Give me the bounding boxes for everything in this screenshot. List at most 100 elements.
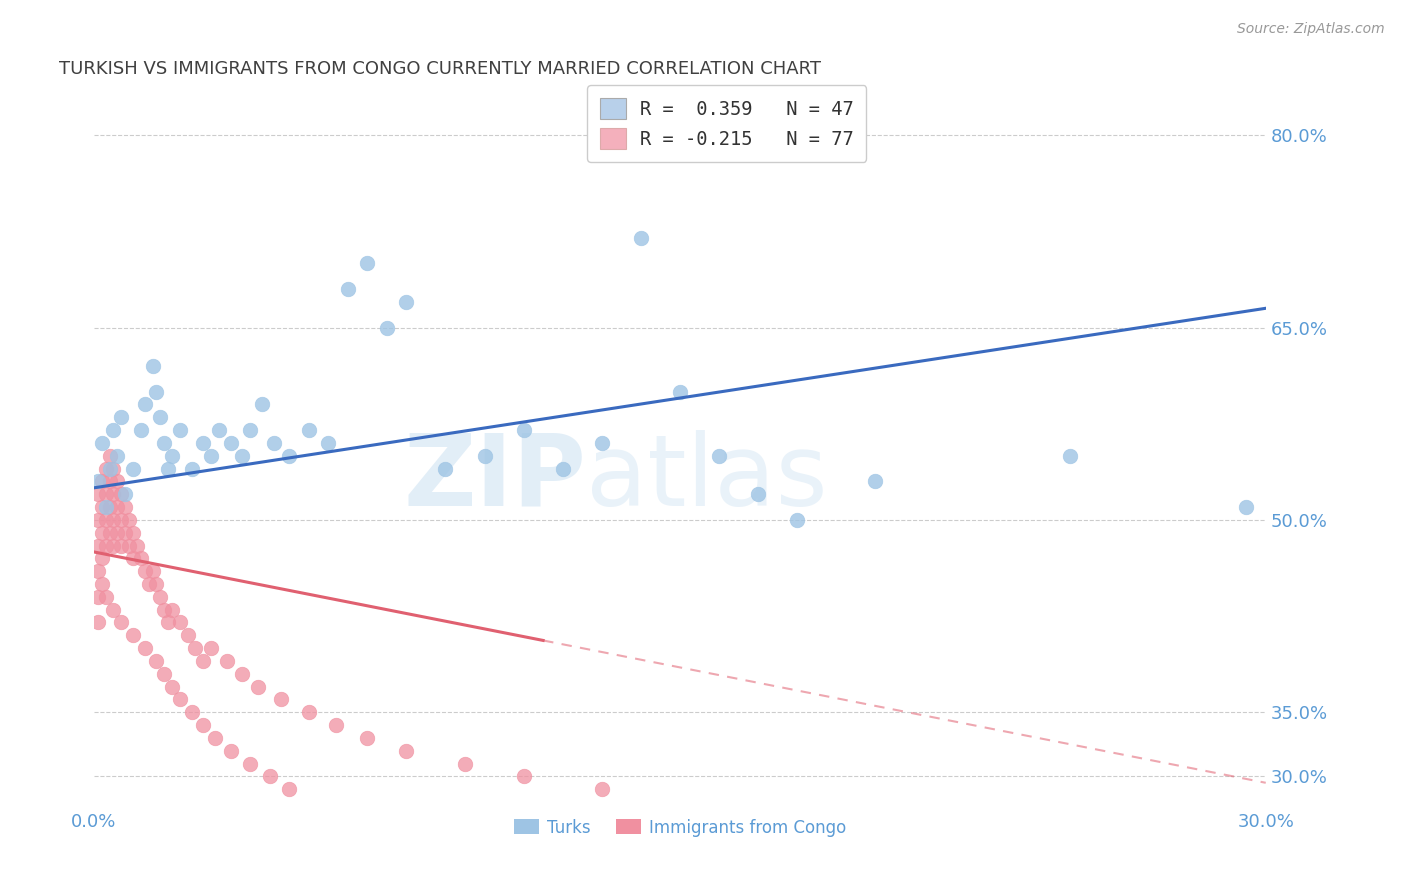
Point: [630, 231, 652, 245]
Point: [204, 731, 226, 745]
Point: [263, 436, 285, 450]
Text: Source: ZipAtlas.com: Source: ZipAtlas.com: [1237, 22, 1385, 37]
Point: [316, 436, 339, 450]
Point: [231, 666, 253, 681]
Point: [90, 577, 112, 591]
Point: [169, 423, 191, 437]
Point: [87, 615, 110, 630]
Point: [90, 475, 112, 489]
Point: [103, 423, 125, 437]
Point: [219, 436, 242, 450]
Point: [176, 628, 198, 642]
Point: [87, 513, 110, 527]
Point: [231, 449, 253, 463]
Point: [90, 525, 112, 540]
Point: [474, 449, 496, 463]
Point: [149, 410, 172, 425]
Text: atlas: atlas: [586, 430, 828, 526]
Point: [278, 782, 301, 797]
Point: [105, 449, 128, 463]
Text: ZIP: ZIP: [404, 430, 586, 526]
Point: [1059, 449, 1081, 463]
Point: [356, 256, 378, 270]
Point: [863, 475, 886, 489]
Point: [180, 705, 202, 719]
Point: [184, 641, 207, 656]
Point: [98, 525, 121, 540]
Point: [591, 782, 613, 797]
Point: [103, 461, 125, 475]
Point: [246, 680, 269, 694]
Point: [145, 577, 167, 591]
Point: [375, 320, 398, 334]
Point: [157, 461, 180, 475]
Point: [141, 564, 163, 578]
Point: [239, 423, 262, 437]
Point: [125, 539, 148, 553]
Point: [551, 461, 574, 475]
Point: [786, 513, 808, 527]
Point: [87, 487, 110, 501]
Point: [90, 436, 112, 450]
Point: [87, 539, 110, 553]
Point: [215, 654, 238, 668]
Point: [105, 525, 128, 540]
Point: [200, 449, 222, 463]
Point: [512, 423, 534, 437]
Point: [239, 756, 262, 771]
Point: [747, 487, 769, 501]
Point: [122, 461, 145, 475]
Point: [454, 756, 477, 771]
Point: [160, 602, 183, 616]
Point: [87, 564, 110, 578]
Point: [138, 577, 160, 591]
Point: [298, 705, 321, 719]
Point: [103, 487, 125, 501]
Point: [94, 590, 117, 604]
Point: [103, 513, 125, 527]
Point: [134, 397, 156, 411]
Point: [90, 551, 112, 566]
Point: [169, 692, 191, 706]
Point: [193, 654, 215, 668]
Point: [169, 615, 191, 630]
Point: [94, 487, 117, 501]
Point: [145, 384, 167, 399]
Point: [98, 461, 121, 475]
Point: [110, 513, 132, 527]
Point: [118, 539, 141, 553]
Point: [153, 436, 176, 450]
Point: [270, 692, 292, 706]
Point: [105, 475, 128, 489]
Point: [134, 564, 156, 578]
Point: [94, 500, 117, 514]
Point: [110, 487, 132, 501]
Point: [434, 461, 457, 475]
Point: [512, 769, 534, 783]
Point: [591, 436, 613, 450]
Point: [1234, 500, 1257, 514]
Point: [94, 513, 117, 527]
Point: [278, 449, 301, 463]
Point: [103, 539, 125, 553]
Point: [259, 769, 281, 783]
Point: [134, 641, 156, 656]
Point: [157, 615, 180, 630]
Point: [336, 282, 359, 296]
Point: [200, 641, 222, 656]
Point: [110, 410, 132, 425]
Point: [114, 525, 136, 540]
Point: [114, 500, 136, 514]
Point: [110, 615, 132, 630]
Point: [98, 500, 121, 514]
Point: [110, 539, 132, 553]
Point: [153, 666, 176, 681]
Text: TURKISH VS IMMIGRANTS FROM CONGO CURRENTLY MARRIED CORRELATION CHART: TURKISH VS IMMIGRANTS FROM CONGO CURRENT…: [59, 60, 821, 78]
Point: [129, 423, 152, 437]
Point: [193, 436, 215, 450]
Point: [250, 397, 273, 411]
Point: [153, 602, 176, 616]
Point: [395, 744, 418, 758]
Point: [160, 449, 183, 463]
Point: [122, 628, 145, 642]
